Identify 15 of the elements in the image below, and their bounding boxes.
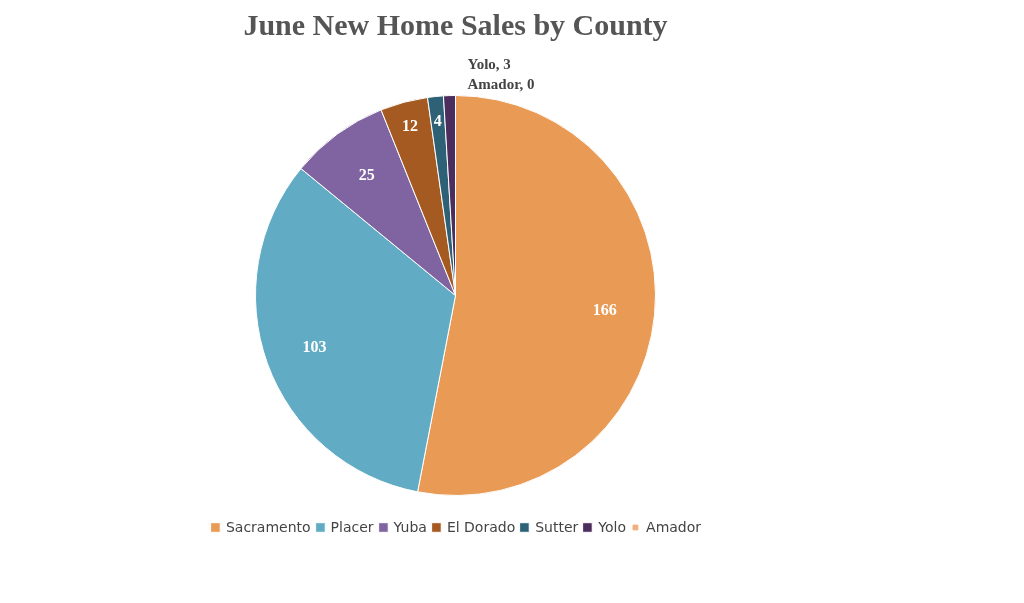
legend-label: Yolo [598,519,627,535]
data-label: 166 [592,301,617,319]
data-label: 4 [433,111,442,129]
data-label: 12 [402,116,419,134]
legend-label: El Dorado [446,519,516,535]
legend-label: Placer [330,519,374,535]
text: Amador, 0 [467,75,535,92]
legend-label: Yuba [393,519,427,535]
legend-label: Sutter [535,519,579,535]
legend-label: Amador [646,519,702,535]
data-label: 103 [302,337,327,355]
data-label: Yolo, 3 [467,55,511,72]
data-label: 25 [358,166,375,183]
chart-title: June New Home Sales by County [243,7,668,41]
legend-label: Sacramento [225,519,311,535]
